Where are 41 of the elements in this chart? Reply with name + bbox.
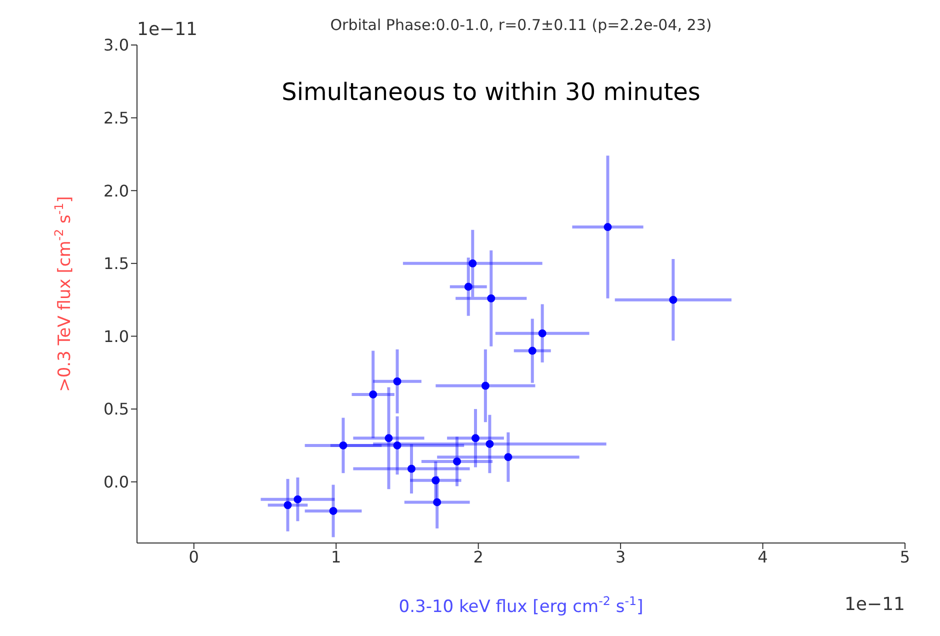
y-tick-label: 2.0 [104,181,129,200]
point [481,382,490,390]
text: 1e−11 [137,19,198,40]
point [433,498,442,506]
point [432,476,440,484]
point [393,441,402,450]
point [393,377,402,386]
point [329,506,338,515]
x-tick-label: 0 [188,547,199,566]
point [294,495,302,504]
point [453,457,461,466]
point [487,294,496,302]
point [407,464,416,473]
x-tick-label: 1 [331,547,342,566]
point [468,259,477,268]
annotation: Simultaneous to within 30 minutes [282,78,700,106]
x-axis-title: 0.3-10 keV flux [erg cm$^{-2}$ s$^{-1}$] [398,594,644,617]
chart-title: Orbital Phase:0.0-1.0, r=0.7±0.11 (p=2.2e-04, 23) [330,16,712,34]
point [384,434,393,442]
point [464,282,472,291]
point [486,440,494,448]
y-tick-label: 0.0 [104,472,129,492]
x-tick-label: 3 [615,547,626,566]
x-tick-label: 4 [758,547,768,566]
point [538,329,546,338]
y-tick-label: 2.5 [104,108,129,128]
point [504,453,512,462]
point [471,434,480,442]
point [528,346,536,355]
point [604,223,612,232]
x-tick-label: 2 [473,547,484,566]
x-tick-label: 5 [900,547,910,566]
y-tick-label: 0.5 [104,400,129,419]
point [339,441,348,450]
point [669,296,678,304]
point [284,501,292,510]
text: 1e−11 [844,594,905,615]
point [369,390,378,398]
y-tick-label: 1.5 [104,254,129,274]
y-tick-label: 3.0 [104,36,129,55]
y-tick-label: 1.0 [104,326,129,346]
